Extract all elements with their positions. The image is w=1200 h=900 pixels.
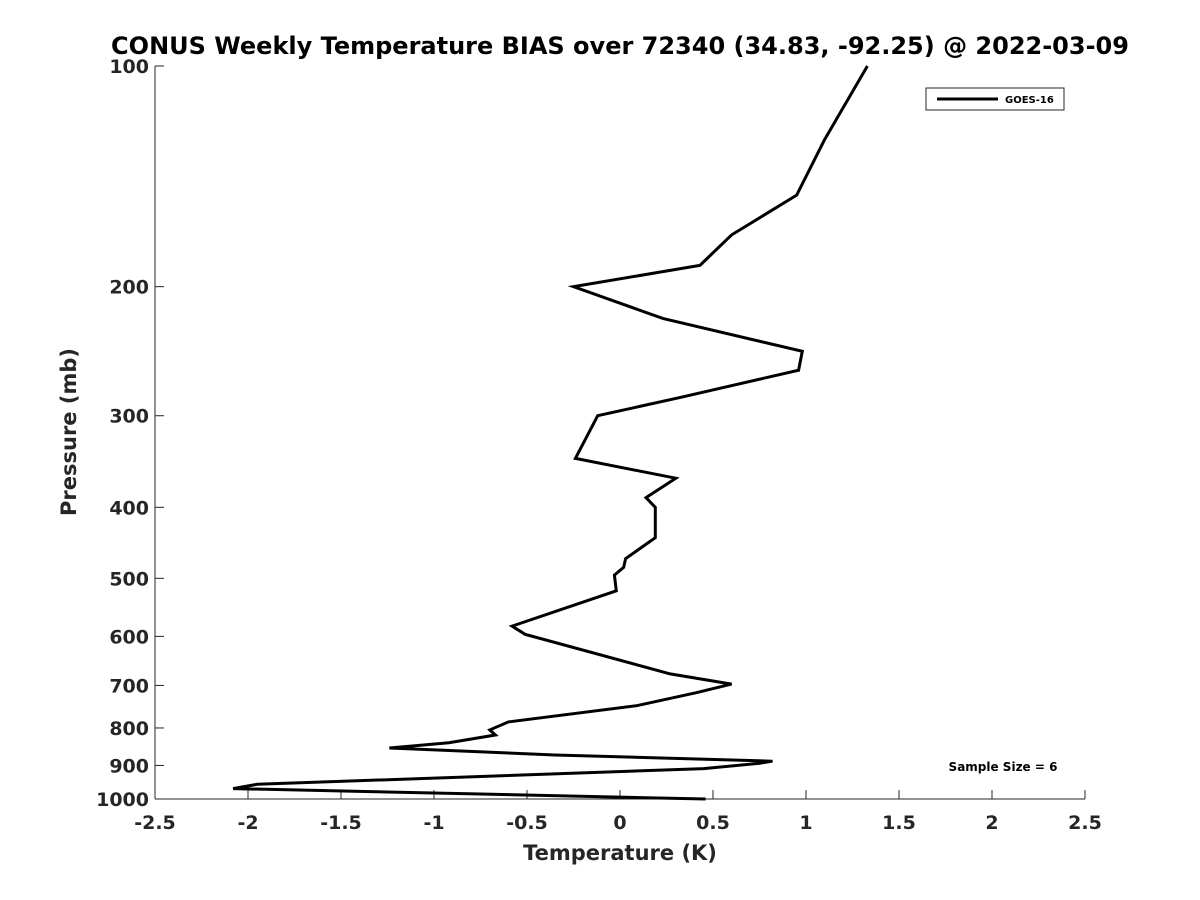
sample-size-annotation: Sample Size = 6 [949, 760, 1058, 774]
y-axis-ticks: 100 200 300 400 500 600 700 800 900 1000 [96, 56, 164, 811]
y-tick-label: 200 [109, 277, 149, 299]
x-tick-label: 0.5 [696, 812, 730, 834]
y-tick-label: 900 [109, 755, 149, 777]
x-tick-label: -1 [423, 812, 444, 834]
y-tick-label: 100 [109, 56, 149, 78]
x-tick-label: 2 [985, 812, 998, 834]
x-tick-label: 1.5 [882, 812, 916, 834]
x-tick-label: 2.5 [1068, 812, 1102, 834]
y-tick-label: 400 [109, 497, 149, 519]
x-tick-label: 1 [799, 812, 812, 834]
x-axis-ticks: -2.5 -2 -1.5 -1 -0.5 0 0.5 1 1.5 2 2.5 [134, 790, 1102, 834]
x-tick-label: -2.5 [134, 812, 176, 834]
legend: GOES-16 [925, 87, 1065, 111]
x-tick-label: 0 [613, 812, 626, 834]
y-tick-label: 800 [109, 718, 149, 740]
plot-area: -2.5 -2 -1.5 -1 -0.5 0 0.5 1 1.5 2 2.5 100 200 300 40… [96, 56, 1102, 834]
x-tick-label: -0.5 [506, 812, 548, 834]
y-axis-label: Pressure (mb) [57, 348, 81, 516]
y-tick-label: 300 [109, 406, 149, 428]
y-tick-label: 600 [109, 626, 149, 648]
y-tick-label: 500 [109, 568, 149, 590]
x-tick-label: -1.5 [320, 812, 362, 834]
legend-label-goes-16: GOES-16 [1005, 95, 1054, 106]
series-group [232, 65, 869, 801]
y-tick-label: 700 [109, 675, 149, 697]
x-axis-label: Temperature (K) [523, 841, 717, 865]
y-tick-label: 1000 [96, 789, 149, 811]
x-tick-label: -2 [237, 812, 258, 834]
chart-title: CONUS Weekly Temperature BIAS over 72340… [111, 32, 1129, 60]
series-line-goes-16 [232, 65, 869, 801]
